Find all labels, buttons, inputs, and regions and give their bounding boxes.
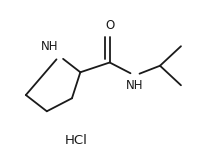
Text: HCl: HCl	[65, 134, 88, 147]
Text: NH: NH	[126, 79, 144, 92]
Text: O: O	[105, 19, 114, 32]
Text: NH: NH	[41, 40, 59, 53]
